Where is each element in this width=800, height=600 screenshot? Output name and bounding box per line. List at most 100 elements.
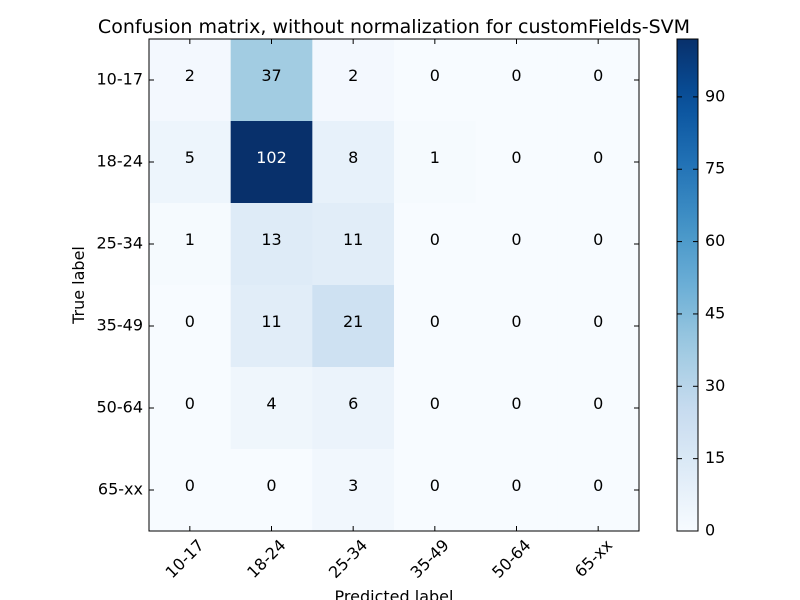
cell-value-label: 0 <box>430 476 440 495</box>
heatmap-cell <box>230 285 313 368</box>
heatmap-cell <box>312 39 395 122</box>
cell-value-label: 4 <box>266 394 276 413</box>
cell-value-label: 0 <box>511 476 521 495</box>
x-tick-label: 65-xx <box>571 536 616 581</box>
cell-value-label: 2 <box>348 66 358 85</box>
heatmap-cell <box>149 367 232 450</box>
cell-value-label: 13 <box>261 230 281 249</box>
x-tick-label: 10-17 <box>162 536 208 582</box>
cell-value-label: 0 <box>593 394 603 413</box>
y-tick-label: 65-xx <box>98 480 143 499</box>
heatmap-cell <box>394 39 477 122</box>
heatmap-cell <box>312 121 395 204</box>
cell-value-label: 8 <box>348 148 358 167</box>
y-tick-label: 25-34 <box>97 234 144 253</box>
cell-value-label: 1 <box>430 148 440 167</box>
cell-value-label: 0 <box>593 476 603 495</box>
cell-value-label: 3 <box>348 476 358 495</box>
colorbar-tick-label: 30 <box>705 376 725 395</box>
heatmap-cell <box>557 367 640 450</box>
heatmap-cell <box>557 449 640 532</box>
heatmap-cell <box>312 367 395 450</box>
cell-value-label: 2 <box>185 66 195 85</box>
cell-value-label: 37 <box>261 66 281 85</box>
y-axis-ticks: 10-17 18-24 25-34 35-49 50-64 65-xx <box>97 70 639 499</box>
colorbar-ticks: 0 15 30 45 60 75 90 <box>677 86 725 540</box>
x-tick-label: 50-64 <box>488 536 534 582</box>
heatmap-cell <box>312 449 395 532</box>
cell-value-label: 0 <box>185 312 195 331</box>
heatmap-cell <box>557 121 640 204</box>
cell-value-label: 0 <box>593 66 603 85</box>
heatmap-cell <box>149 203 232 286</box>
chart-title: Confusion matrix, without normalization … <box>98 16 690 38</box>
cell-value-label: 1 <box>185 230 195 249</box>
cell-value-label: 0 <box>185 394 195 413</box>
colorbar-tick-label: 90 <box>705 86 725 105</box>
cell-value-label: 0 <box>511 312 521 331</box>
y-tick-label: 18-24 <box>97 152 144 171</box>
colorbar-tick-label: 0 <box>705 521 715 540</box>
cell-value-label: 0 <box>430 66 440 85</box>
cell-value-label: 0 <box>430 312 440 331</box>
y-axis-label: True label <box>69 246 88 325</box>
cell-value-label: 0 <box>266 476 276 495</box>
plot-frame <box>148 38 640 532</box>
colorbar-tick-label: 45 <box>705 303 725 322</box>
cell-value-label: 0 <box>593 148 603 167</box>
y-tick-label: 10-17 <box>97 70 144 89</box>
heatmap-cell <box>312 203 395 286</box>
heatmap-cell-labels: 2 37 2 0 0 0 5 102 8 1 0 0 1 13 11 0 0 0 0 11 21 0 0 0 0 4 6 0 0 0 0 0 3… <box>185 66 604 495</box>
heatmap-cell <box>149 285 232 368</box>
cell-value-label: 11 <box>261 312 281 331</box>
colorbar <box>676 38 699 532</box>
heatmap-cell <box>475 449 558 532</box>
heatmap-cell <box>230 367 313 450</box>
heatmap-cell <box>394 285 477 368</box>
heatmap-cell <box>230 121 313 204</box>
heatmap-cells <box>149 39 640 532</box>
x-axis-label: Predicted label <box>335 587 454 600</box>
cell-value-label: 21 <box>343 312 363 331</box>
heatmap-cell <box>475 121 558 204</box>
heatmap-cell <box>149 121 232 204</box>
cell-value-label: 0 <box>511 230 521 249</box>
colorbar-tick-label: 15 <box>705 448 725 467</box>
y-tick-label: 50-64 <box>97 398 144 417</box>
cell-value-label: 0 <box>511 148 521 167</box>
heatmap-cell <box>394 203 477 286</box>
cell-value-label: 6 <box>348 394 358 413</box>
cell-value-label: 0 <box>593 312 603 331</box>
cell-value-label: 0 <box>430 394 440 413</box>
heatmap-cell <box>475 285 558 368</box>
heatmap-cell <box>149 449 232 532</box>
x-tick-label: 18-24 <box>243 536 289 582</box>
heatmap-cell <box>475 367 558 450</box>
heatmap-cell <box>230 203 313 286</box>
heatmap-cell <box>475 203 558 286</box>
heatmap-cell <box>557 39 640 122</box>
heatmap-cell <box>557 285 640 368</box>
colorbar-tick-label: 75 <box>705 159 725 178</box>
cell-value-label: 0 <box>511 394 521 413</box>
y-tick-label: 35-49 <box>97 316 144 335</box>
heatmap-cell <box>230 449 313 532</box>
cell-value-label: 0 <box>593 230 603 249</box>
heatmap-cell <box>394 449 477 532</box>
heatmap-cell <box>230 39 313 122</box>
cell-value-label: 102 <box>256 148 287 167</box>
heatmap-cell <box>149 39 232 122</box>
cell-value-label: 0 <box>185 476 195 495</box>
cell-value-label: 5 <box>185 148 195 167</box>
cell-value-label: 0 <box>430 230 440 249</box>
cell-value-label: 11 <box>343 230 363 249</box>
heatmap-cell <box>557 203 640 286</box>
heatmap-cell <box>312 285 395 368</box>
cell-value-label: 0 <box>511 66 521 85</box>
heatmap-cell <box>394 367 477 450</box>
heatmap-cell <box>394 121 477 204</box>
heatmap-cell <box>475 39 558 122</box>
x-tick-label: 35-49 <box>407 536 453 582</box>
x-tick-label: 25-34 <box>325 536 371 582</box>
